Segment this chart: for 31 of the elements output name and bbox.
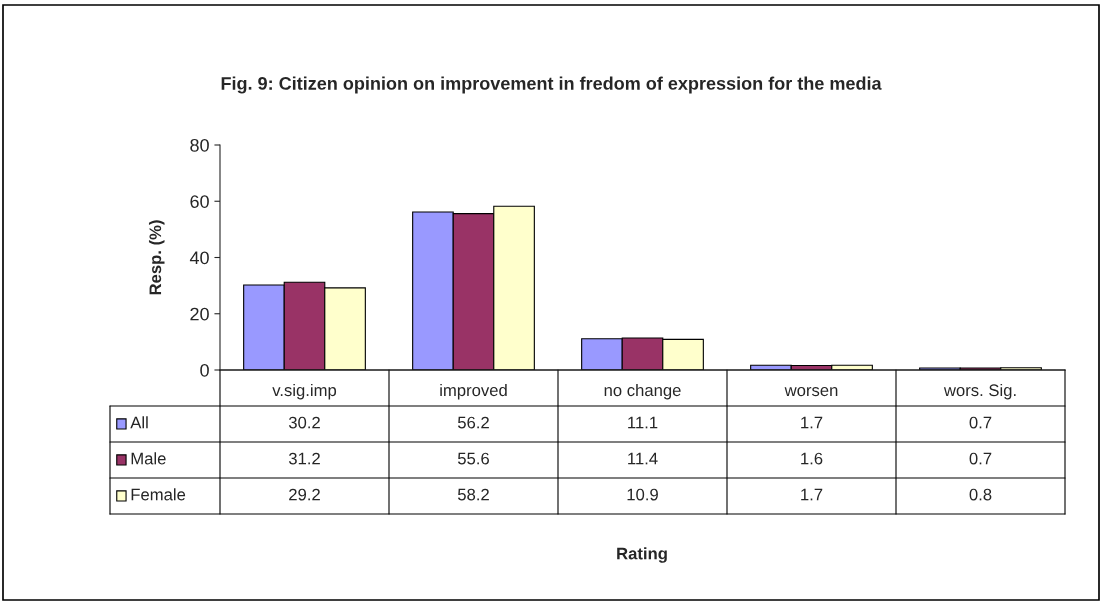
data-label: 1.7 xyxy=(801,416,823,429)
data-label: 31.2 xyxy=(288,452,320,465)
legend-label: Female xyxy=(131,488,186,501)
legend-label: All xyxy=(130,416,148,429)
x-tick-label: improved xyxy=(440,383,507,400)
data-label: 11.1 xyxy=(628,416,658,429)
data-label: 10.9 xyxy=(627,488,658,501)
x-tick-label: no change xyxy=(604,383,681,400)
data-label: 11.4 xyxy=(628,452,658,465)
legend-label: Male xyxy=(131,452,166,465)
data-label: 0.7 xyxy=(969,416,992,429)
y-tick-label: 20 xyxy=(190,307,209,321)
y-tick-label: 80 xyxy=(190,138,209,152)
x-tick-label: wors. Sig. xyxy=(943,383,1016,400)
data-label: 30.2 xyxy=(288,416,320,429)
text: Rating xyxy=(617,547,667,563)
data-label: 1.7 xyxy=(801,488,823,501)
data-label: 58.2 xyxy=(457,488,489,501)
y-tick-label: 40 xyxy=(189,251,209,265)
y-axis-title: Resp. (%) xyxy=(148,220,165,295)
y-tick-label: 0 xyxy=(200,363,209,377)
x-tick-label: worsen xyxy=(784,387,838,397)
data-label: 29.2 xyxy=(289,488,320,501)
data-label: 1.6 xyxy=(801,452,823,465)
data-label: 56.2 xyxy=(457,416,489,429)
y-tick-label: 60 xyxy=(190,195,209,208)
data-label: 55.6 xyxy=(457,452,489,465)
x-tick-label: v.sig.imp xyxy=(272,383,337,400)
data-label: 0.7 xyxy=(969,452,992,465)
chart-title: Fig. 9: Citizen opinion on improvement in fredom of expression for the media xyxy=(221,76,882,94)
data-label: 0.8 xyxy=(969,488,992,501)
